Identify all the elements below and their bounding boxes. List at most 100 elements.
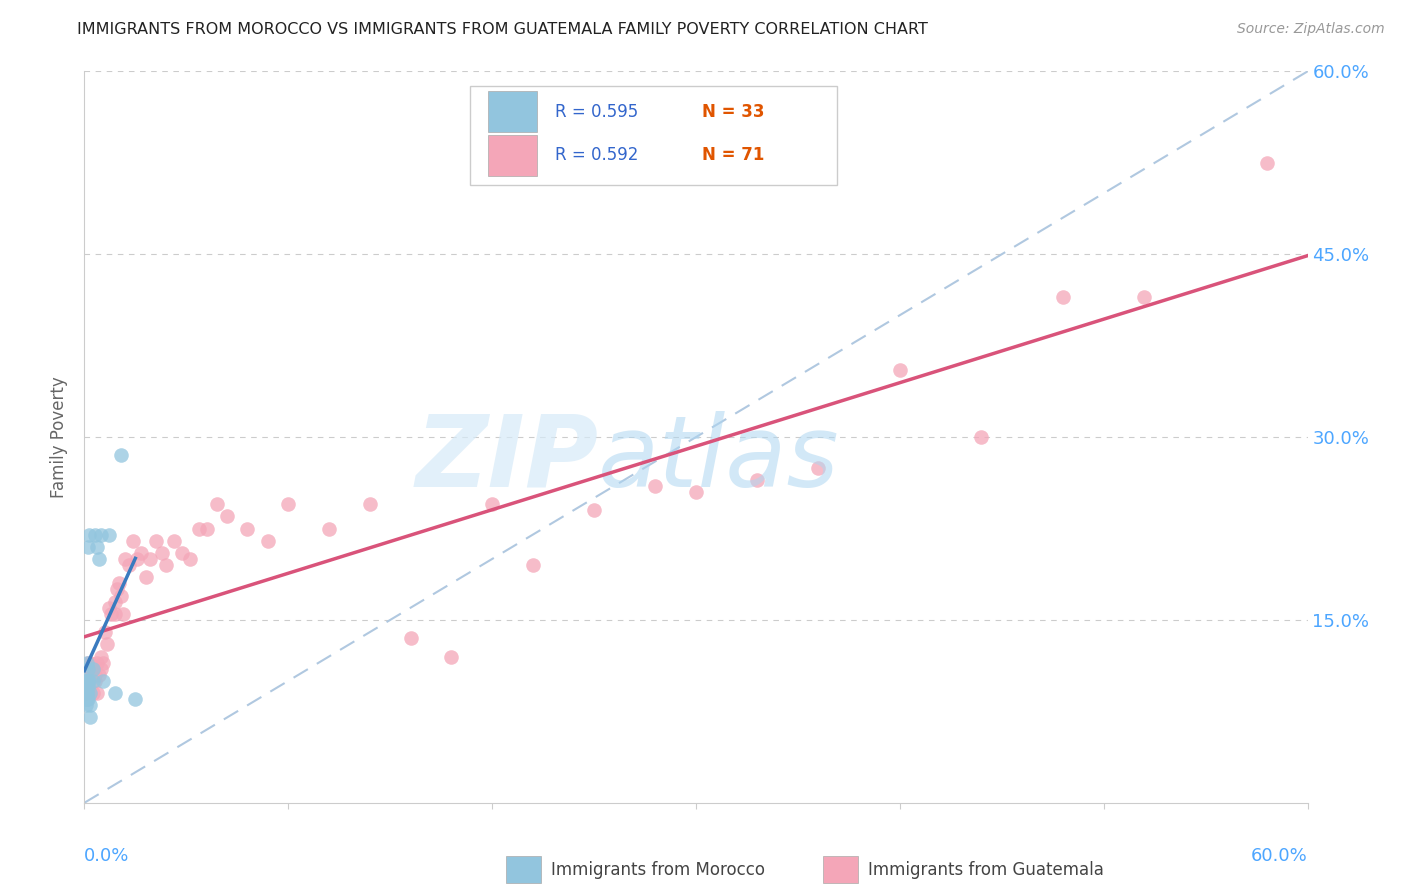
Point (644, 479, 666, 493)
Point (318, 521, 340, 535)
Point (91, 673, 114, 688)
FancyBboxPatch shape (470, 86, 837, 185)
Point (77, 673, 100, 688)
Point (236, 521, 259, 535)
Point (86, 540, 108, 554)
Point (131, 546, 153, 560)
Point (76, 662, 98, 676)
Point (76, 656, 98, 670)
Point (77, 673, 100, 688)
Point (76, 692, 98, 706)
Point (76, 673, 98, 688)
Point (90, 649, 112, 664)
Text: R = 0.595: R = 0.595 (555, 103, 638, 120)
Point (145, 533, 167, 548)
Point (150, 546, 173, 560)
Text: Immigrants from Guatemala: Immigrants from Guatemala (868, 861, 1104, 879)
Point (112, 607, 135, 621)
Point (82, 662, 104, 676)
Point (75, 673, 97, 688)
Point (76, 673, 98, 688)
Point (195, 521, 218, 535)
Point (138, 552, 160, 566)
Point (82, 686, 104, 700)
Point (97, 527, 120, 541)
Point (79, 686, 101, 700)
Point (75, 680, 97, 694)
Point (79, 667, 101, 681)
Point (135, 570, 157, 584)
Point (79, 698, 101, 713)
Point (277, 497, 299, 511)
Point (76, 686, 98, 700)
Point (1256, 155, 1278, 169)
Point (75, 673, 97, 688)
Point (73, 680, 96, 694)
Point (77, 527, 100, 541)
Point (217, 509, 239, 524)
Point (205, 497, 228, 511)
Point (100, 607, 122, 621)
Point (90, 527, 112, 541)
Point (75, 673, 97, 688)
Point (440, 649, 463, 664)
Point (83, 667, 105, 681)
Point (97, 600, 120, 615)
Point (685, 485, 707, 500)
Point (96, 637, 118, 651)
Text: 60.0%: 60.0% (1251, 847, 1308, 864)
Point (104, 594, 127, 608)
Point (82, 673, 104, 688)
Point (807, 460, 830, 475)
Text: Immigrants from Morocco: Immigrants from Morocco (551, 861, 765, 879)
Point (110, 589, 132, 603)
FancyBboxPatch shape (488, 92, 537, 132)
Point (110, 448, 132, 462)
Point (75, 680, 97, 694)
Point (747, 473, 769, 487)
Point (77, 680, 100, 694)
Point (75, 698, 97, 713)
Point (87, 667, 110, 681)
Point (104, 686, 127, 700)
Point (75, 692, 97, 706)
Point (118, 558, 141, 573)
Text: R = 0.592: R = 0.592 (555, 146, 638, 164)
Point (359, 497, 381, 511)
Text: IMMIGRANTS FROM MOROCCO VS IMMIGRANTS FROM GUATEMALA FAMILY POVERTY CORRELATION : IMMIGRANTS FROM MOROCCO VS IMMIGRANTS FR… (77, 22, 928, 37)
Point (75, 686, 97, 700)
Point (79, 710, 101, 724)
Point (104, 607, 127, 621)
Point (86, 686, 108, 700)
Text: N = 33: N = 33 (702, 103, 765, 120)
Point (77, 680, 100, 694)
Point (87, 552, 110, 566)
Point (522, 558, 544, 573)
Point (82, 662, 104, 676)
Point (75, 673, 97, 688)
Point (172, 546, 194, 560)
Point (127, 552, 149, 566)
Point (1052, 290, 1074, 304)
Point (76, 692, 98, 706)
Text: 0.0%: 0.0% (84, 847, 129, 864)
Point (75, 680, 97, 694)
Point (179, 552, 201, 566)
FancyBboxPatch shape (488, 136, 537, 176)
Point (86, 656, 108, 670)
Point (122, 533, 145, 548)
Point (114, 552, 136, 566)
Point (77, 540, 100, 554)
Point (187, 521, 209, 535)
Text: ZIP: ZIP (415, 410, 598, 508)
Point (108, 576, 131, 591)
Point (77, 662, 100, 676)
Point (90, 662, 112, 676)
Point (79, 656, 101, 670)
Point (93, 625, 115, 640)
Y-axis label: Family Poverty: Family Poverty (51, 376, 69, 498)
Point (77, 656, 100, 670)
Point (889, 363, 911, 377)
Point (399, 632, 422, 646)
Point (91, 656, 114, 670)
